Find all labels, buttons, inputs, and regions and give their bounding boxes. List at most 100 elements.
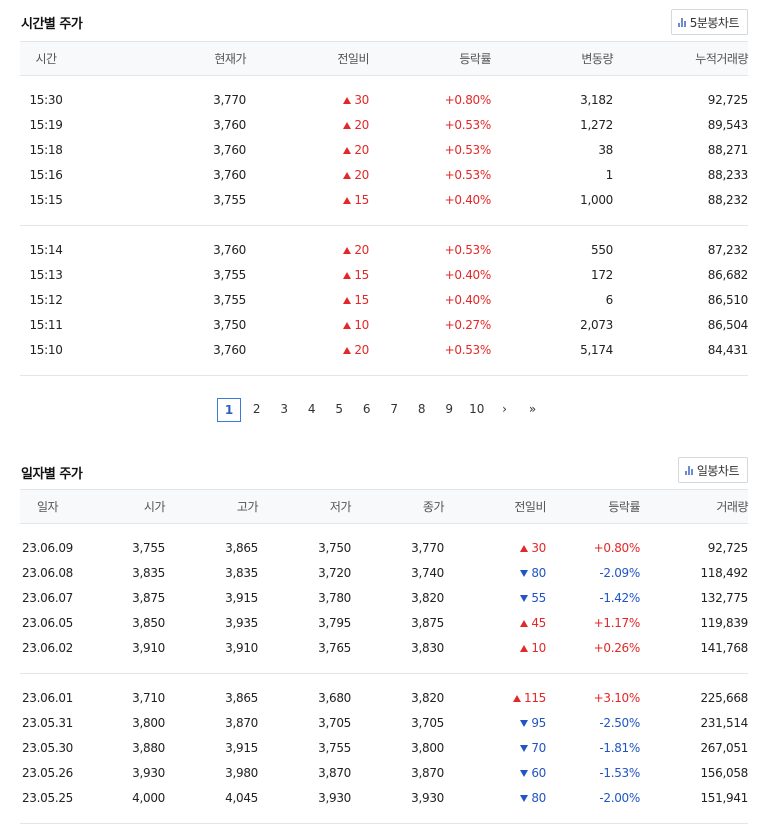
delta-cell: 5,174: [580, 343, 613, 357]
low-cell: 3,795: [318, 616, 351, 630]
table-row: 23.06.07 3,875 3,915 3,780 3,820 55 -1.42% 132,…: [20, 586, 748, 611]
high-cell: 3,870: [225, 716, 258, 730]
page-link[interactable]: 9: [445, 402, 454, 416]
change-value: 55: [531, 591, 546, 605]
page-link[interactable]: 10: [469, 402, 485, 416]
page-link[interactable]: 6: [362, 402, 371, 416]
close-cell: 3,820: [411, 591, 444, 605]
table-row: 15:15 3,755 15 +0.40% 1,000 88,232: [20, 188, 748, 213]
low-cell: 3,930: [318, 791, 351, 805]
next-page-icon[interactable]: ›: [502, 402, 507, 416]
group-separator: [20, 810, 748, 824]
cum-volume-cell: 88,233: [707, 168, 749, 182]
five-min-chart-button[interactable]: 5분봉차트: [670, 9, 748, 35]
change-value: 20: [354, 168, 369, 182]
triangle-up-icon: [343, 122, 352, 129]
change-value: 20: [354, 343, 369, 357]
change-value: 15: [354, 293, 369, 307]
date-cell: 23.05.26: [21, 766, 74, 780]
group-spacer: [20, 226, 748, 238]
table-row: 23.06.02 3,910 3,910 3,765 3,830 10 +0.26% 141,…: [20, 636, 748, 661]
price-cell: 3,760: [213, 168, 246, 182]
page-link[interactable]: 3: [280, 402, 289, 416]
close-cell: 3,740: [411, 566, 444, 580]
high-cell: 3,980: [225, 766, 258, 780]
daily-chart-button[interactable]: 일봉차트: [677, 457, 748, 483]
triangle-down-icon: [520, 770, 529, 777]
bar-chart-icon: [684, 465, 693, 475]
rate-cell: +3.10%: [593, 691, 641, 705]
price-cell: 3,750: [213, 318, 246, 332]
close-cell: 3,800: [411, 741, 444, 755]
rate-cell: -2.00%: [599, 791, 640, 805]
rate-cell: +0.40%: [444, 293, 492, 307]
page-link[interactable]: 5: [335, 402, 344, 416]
low-cell: 3,680: [318, 691, 351, 705]
change-cell: 95: [444, 711, 546, 736]
triangle-down-icon: [520, 720, 529, 727]
rate-cell: +0.26%: [593, 641, 641, 655]
change-cell: 20: [246, 238, 369, 263]
change-value: 80: [531, 791, 546, 805]
high-cell: 3,915: [225, 741, 258, 755]
table-row: 15:19 3,760 20 +0.53% 1,272 89,543: [20, 113, 748, 138]
low-cell: 3,755: [318, 741, 351, 755]
date-cell: 23.06.09: [21, 541, 74, 555]
change-cell: 15: [246, 263, 369, 288]
daily-section-header: 일자별 주가 일봉차트: [0, 452, 760, 492]
low-cell: 3,720: [318, 566, 351, 580]
group-separator: [20, 660, 748, 674]
change-value: 10: [354, 318, 369, 332]
change-cell: 20: [246, 163, 369, 188]
page-link[interactable]: 8: [417, 402, 426, 416]
time-cell: 15:13: [29, 268, 63, 282]
volume-cell: 118,492: [700, 566, 748, 580]
delta-cell: 172: [590, 268, 613, 282]
low-cell: 3,780: [318, 591, 351, 605]
change-value: 20: [354, 118, 369, 132]
delta-cell: 1,000: [580, 193, 613, 207]
delta-cell: 550: [590, 243, 613, 257]
open-cell: 4,000: [132, 791, 165, 805]
open-cell: 3,930: [132, 766, 165, 780]
spacer-cell: [20, 524, 748, 536]
last-page-icon[interactable]: »: [528, 402, 537, 416]
pagination: 1 2 3 4 5 6 7 8 9 10 › »: [217, 398, 547, 422]
group-separator: [20, 362, 748, 376]
spacer-cell: [20, 660, 748, 674]
page-link[interactable]: 2: [252, 402, 261, 416]
change-cell: 30: [444, 536, 546, 561]
triangle-down-icon: [520, 795, 529, 802]
rate-cell: +0.53%: [444, 118, 492, 132]
page-link[interactable]: 4: [307, 402, 316, 416]
price-cell: 3,755: [213, 193, 246, 207]
date-cell: 23.05.25: [21, 791, 74, 805]
cum-volume-cell: 84,431: [707, 343, 749, 357]
time-cell: 15:30: [29, 93, 63, 107]
spacer-cell: [20, 810, 748, 824]
change-cell: 20: [246, 138, 369, 163]
time-cell: 15:11: [29, 318, 63, 332]
five-min-chart-label: 5분봉차트: [689, 15, 740, 30]
price-cell: 3,755: [213, 268, 246, 282]
time-cell: 15:16: [29, 168, 63, 182]
header-delta: 변동량: [491, 41, 614, 76]
change-value: 15: [354, 193, 369, 207]
rate-cell: +0.80%: [593, 541, 641, 555]
page-link[interactable]: 7: [390, 402, 399, 416]
change-cell: 15: [246, 188, 369, 213]
page-current[interactable]: 1: [217, 398, 241, 422]
cum-volume-cell: 86,682: [707, 268, 749, 282]
change-value: 70: [531, 741, 546, 755]
delta-cell: 38: [598, 143, 613, 157]
rate-cell: +0.53%: [444, 168, 492, 182]
volume-cell: 225,668: [700, 691, 748, 705]
date-cell: 23.06.05: [21, 616, 74, 630]
change-cell: 10: [444, 636, 546, 661]
triangle-up-icon: [343, 97, 352, 104]
rate-cell: +0.40%: [444, 268, 492, 282]
header-volume: 거래량: [640, 489, 749, 524]
table-row: 23.06.05 3,850 3,935 3,795 3,875 45 +1.17% 119,…: [20, 611, 748, 636]
rate-cell: +0.27%: [444, 318, 492, 332]
change-cell: 30: [246, 88, 369, 113]
